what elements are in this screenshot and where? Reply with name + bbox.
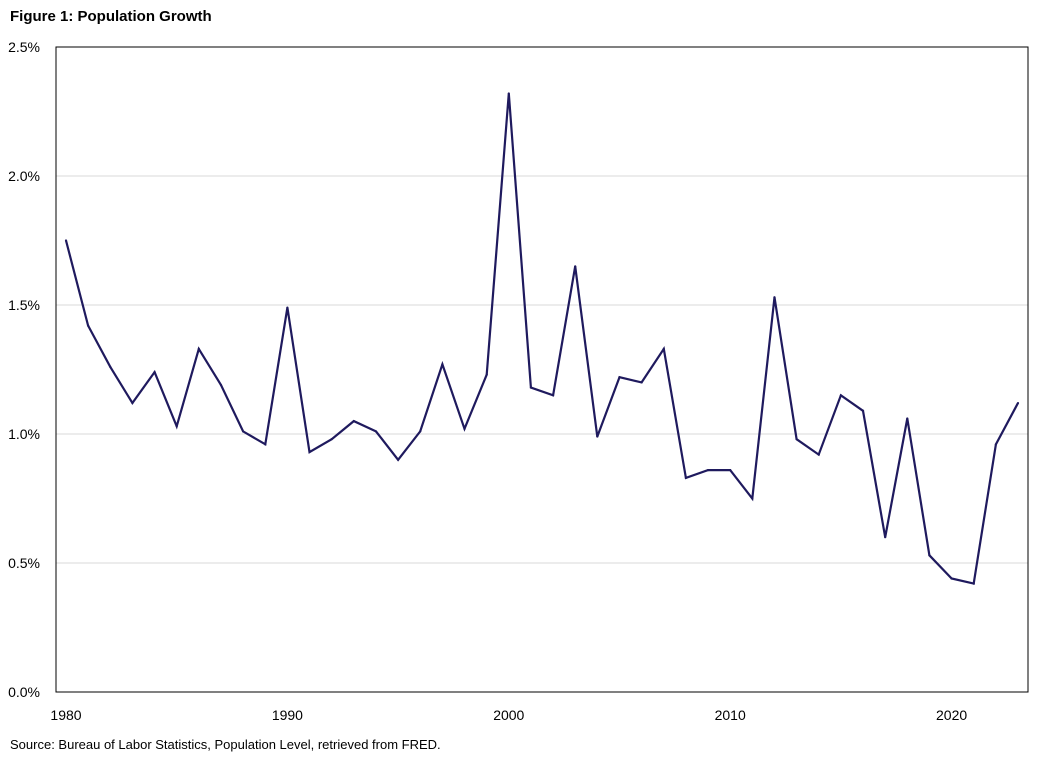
data-point	[153, 370, 156, 374]
y-tick-label: 1.0%	[8, 426, 40, 442]
data-point	[618, 376, 621, 379]
data-point	[795, 438, 798, 441]
data-point	[441, 363, 444, 366]
data-point	[928, 554, 931, 557]
data-point	[1016, 401, 1020, 405]
data-point	[640, 381, 643, 384]
data-point	[773, 296, 776, 299]
y-tick-label: 1.5%	[8, 297, 40, 313]
y-tick-label: 2.0%	[8, 168, 40, 184]
data-point	[131, 401, 134, 405]
x-tick-label: 1980	[50, 707, 81, 723]
x-tick-label: 2010	[715, 707, 746, 723]
data-point	[242, 430, 245, 433]
data-point	[352, 420, 355, 423]
x-tick-label: 1990	[272, 707, 303, 723]
data-point	[175, 425, 178, 428]
data-point	[884, 536, 887, 539]
data-point	[574, 265, 577, 268]
data-point	[64, 239, 68, 242]
data-point	[839, 394, 842, 397]
data-point	[463, 427, 466, 430]
data-point	[219, 383, 223, 387]
series-line	[64, 93, 1019, 585]
data-point	[751, 497, 754, 500]
data-point	[286, 306, 289, 309]
source-note: Source: Bureau of Labor Statistics, Popu…	[10, 737, 441, 752]
data-point	[374, 430, 378, 433]
data-point	[817, 453, 820, 456]
data-point	[950, 577, 953, 580]
data-point	[662, 347, 665, 350]
data-point	[264, 443, 267, 446]
data-point	[861, 409, 865, 412]
series-layer	[64, 92, 1020, 585]
data-point	[529, 386, 533, 389]
gridlines	[56, 175, 1028, 564]
data-point	[596, 435, 599, 438]
data-point	[551, 394, 555, 397]
data-point	[87, 324, 90, 327]
data-point	[109, 365, 112, 369]
data-point	[330, 438, 333, 441]
data-point	[729, 469, 732, 472]
y-axis: 0.0% 0.5% 1.0% 1.5% 2.0% 2.5%	[8, 39, 40, 700]
data-point	[485, 373, 488, 376]
data-point	[906, 417, 909, 420]
data-point	[507, 92, 510, 95]
x-axis: 1980 1990 2000 2010 2020	[50, 707, 967, 723]
data-point	[396, 458, 400, 461]
data-point	[706, 469, 710, 472]
data-point	[994, 443, 997, 446]
x-tick-label: 2000	[493, 707, 524, 723]
x-tick-label: 2020	[936, 707, 967, 723]
data-point	[684, 476, 688, 479]
data-point	[419, 430, 422, 433]
y-tick-label: 0.5%	[8, 555, 40, 571]
data-point	[308, 450, 311, 454]
y-tick-label: 0.0%	[8, 684, 40, 700]
chart-title: Figure 1: Population Growth	[10, 8, 212, 25]
plot-area	[55, 46, 1029, 693]
data-point	[197, 347, 200, 350]
y-tick-label: 2.5%	[8, 39, 40, 55]
data-point	[972, 582, 975, 585]
